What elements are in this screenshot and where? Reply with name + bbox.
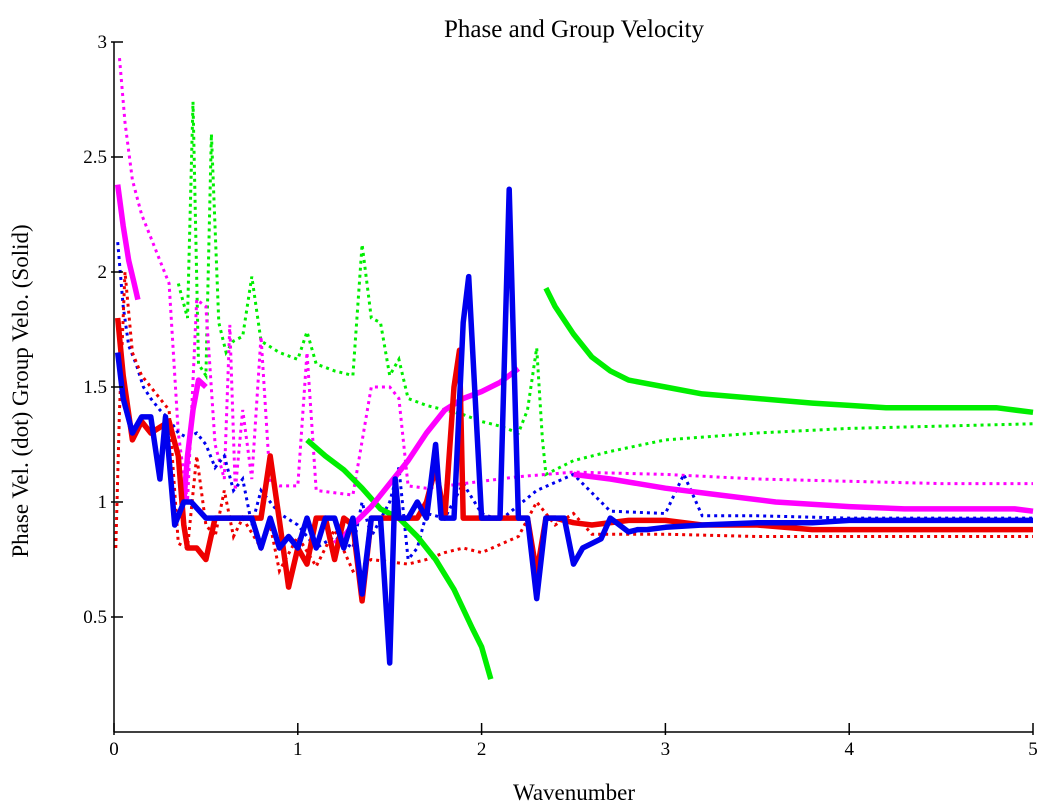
series-line-9 (573, 471, 1034, 514)
series-layer (114, 57, 1034, 680)
x-tick-label: 3 (661, 739, 671, 760)
series-line-1 (118, 57, 1033, 503)
y-tick-label: 2 (98, 262, 108, 283)
x-tick-label: 0 (109, 739, 119, 760)
x-tick-label: 5 (1028, 739, 1038, 760)
tick-layer: 0 1 2 3 4 5 0.5 1 1.5 2 2.5 3 (83, 32, 1038, 760)
series-line-11 (114, 186, 1033, 666)
y-tick-label: 2.5 (83, 147, 107, 168)
x-axis-label: Wavenumber (513, 780, 635, 805)
series-line-7 (181, 377, 208, 503)
series-line-4 (305, 437, 494, 680)
series-line-6 (114, 184, 141, 301)
x-tick-label: 4 (844, 739, 854, 760)
x-tick-label: 1 (293, 739, 303, 760)
y-tick-label: 3 (98, 32, 108, 53)
y-tick-label: 1.5 (83, 377, 107, 398)
y-axis-label: Phase Vel. (dot) Group Velo. (Solid) (8, 224, 33, 557)
series-line-10 (114, 317, 1033, 604)
series-line-5 (543, 286, 1034, 416)
series-line-0 (176, 101, 1034, 477)
plot-area: 0 1 2 3 4 5 0.5 1 1.5 2 2.5 3 (83, 32, 1038, 760)
y-tick-label: 0.5 (83, 607, 107, 628)
y-tick-label: 1 (98, 492, 108, 513)
x-tick-label: 2 (477, 739, 487, 760)
chart-title: Phase and Group Velocity (444, 16, 704, 43)
